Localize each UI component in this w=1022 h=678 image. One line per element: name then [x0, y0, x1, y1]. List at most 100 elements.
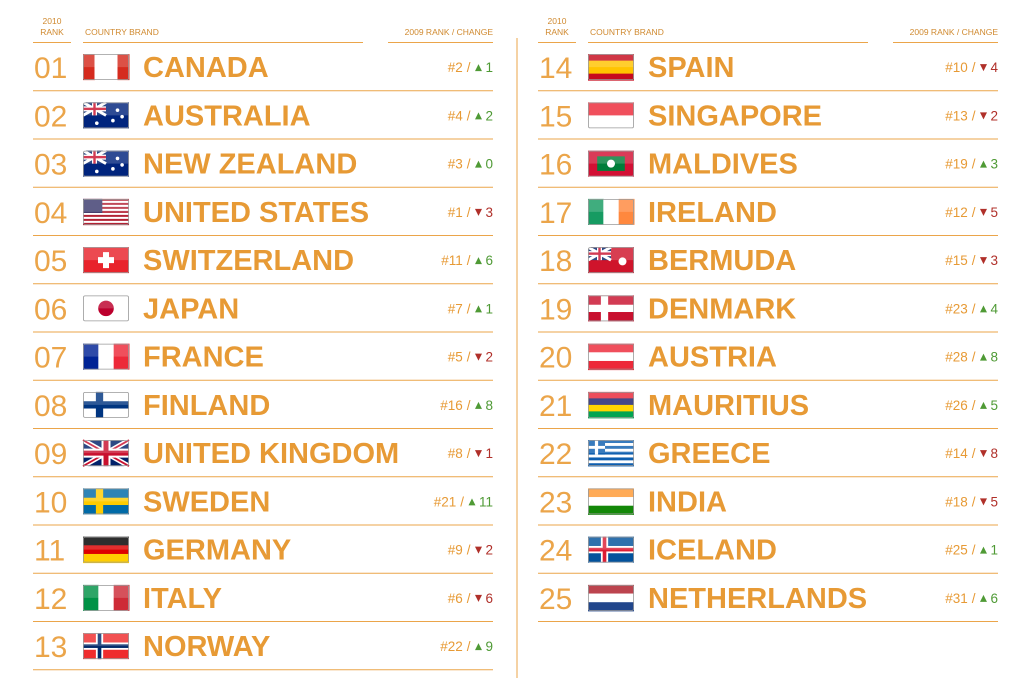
flag-part: [83, 497, 129, 506]
change-arrow: [979, 64, 987, 72]
flag-part: [83, 107, 106, 111]
flag-gloss: [588, 391, 634, 405]
previous-rank: #8: [448, 446, 463, 461]
change: 5: [990, 398, 998, 413]
previous-rank: #4: [448, 108, 464, 123]
previous-rank: #22: [440, 639, 463, 654]
flag-gloss: [83, 584, 129, 598]
flag-part: [120, 114, 124, 119]
flag: [82, 149, 129, 177]
country: MAURITIUS: [648, 390, 809, 422]
flag-border: [588, 198, 634, 225]
previous-rank: #25: [945, 543, 968, 558]
change-arrow: [979, 257, 987, 265]
flag-part: [117, 54, 130, 81]
flag-part: [83, 220, 129, 224]
flag-gloss: [83, 391, 129, 405]
flag-border: [588, 54, 634, 81]
change-arrow: [474, 305, 482, 313]
country: AUSTRIA: [648, 342, 777, 374]
rank: 13: [34, 631, 67, 664]
separator: /: [972, 543, 976, 558]
flag-part: [111, 167, 115, 171]
flag-part: [83, 450, 129, 456]
change-arrow: [468, 498, 476, 506]
change-arrow: [474, 401, 482, 409]
change-arrow: [474, 546, 482, 554]
rank: 22: [539, 438, 572, 471]
rank: 18: [539, 245, 572, 278]
rank: 08: [34, 390, 67, 423]
previous-rank: #13: [945, 108, 968, 123]
change: 2: [485, 108, 493, 123]
flag-border: [83, 584, 129, 611]
country-header: COUNTRY BRAND: [85, 27, 159, 37]
flag: [83, 343, 130, 370]
flag-gloss: [83, 54, 129, 68]
previous-rank: #23: [945, 301, 968, 316]
flag-part: [113, 343, 130, 370]
flag-gloss: [588, 295, 634, 309]
flag-part: [83, 343, 99, 370]
flag-border: [83, 343, 129, 370]
flag-gloss: [83, 295, 129, 309]
rank: 04: [34, 197, 67, 230]
flag-part: [588, 445, 634, 450]
previous-rank: #21: [434, 494, 457, 509]
country: UNITED KINGDOM: [143, 438, 399, 470]
flag-part: [83, 536, 129, 546]
flag-part: [588, 352, 634, 362]
flag-part: [588, 445, 606, 449]
flag-part: [588, 304, 634, 313]
previous-rank: #28: [945, 350, 968, 365]
flag-gloss: [588, 536, 634, 550]
flag: [83, 198, 129, 226]
flag-part: [83, 212, 129, 216]
flag-part: [98, 584, 115, 611]
flag: [588, 391, 634, 419]
flag-part: [588, 448, 634, 452]
separator: /: [972, 205, 976, 220]
flag: [588, 54, 634, 81]
flag-part: [588, 602, 634, 612]
country: NORWAY: [143, 631, 270, 663]
change: 3: [990, 253, 998, 268]
flag-border: [588, 150, 634, 177]
rank-header: 2010: [548, 16, 567, 26]
flag: [588, 488, 634, 515]
flag-part: [83, 206, 129, 210]
flag-part: [588, 451, 634, 455]
change-arrow: [474, 112, 482, 120]
change: 2: [990, 108, 998, 123]
rank: 05: [34, 245, 67, 278]
change-arrow: [979, 353, 987, 361]
flag: [588, 295, 634, 322]
change: 1: [485, 301, 493, 316]
rank: 19: [539, 293, 572, 326]
rank: 07: [34, 342, 67, 375]
flag-gloss: [83, 343, 129, 357]
rank: 21: [539, 390, 572, 423]
flag-part: [98, 257, 114, 264]
rank: 23: [539, 486, 572, 519]
flag-part: [618, 257, 627, 266]
flag-part: [83, 584, 99, 611]
rank: 15: [539, 100, 572, 133]
rank-header: 2010: [43, 16, 62, 26]
flag-part: [83, 545, 129, 555]
flag: [588, 198, 635, 225]
change-arrow: [474, 160, 482, 168]
change-arrow: [474, 208, 482, 216]
separator: /: [467, 591, 471, 606]
flag-gloss: [83, 633, 129, 647]
previous-rank: #7: [448, 301, 463, 316]
flag: [588, 150, 634, 177]
flag-part: [588, 443, 634, 447]
country: SWEDEN: [143, 486, 270, 518]
change-arrow: [474, 64, 482, 72]
flag-gloss: [83, 440, 129, 454]
flag-part: [588, 460, 634, 464]
flag-part: [588, 505, 634, 515]
separator: /: [467, 108, 471, 123]
flag-gloss: [588, 198, 634, 212]
